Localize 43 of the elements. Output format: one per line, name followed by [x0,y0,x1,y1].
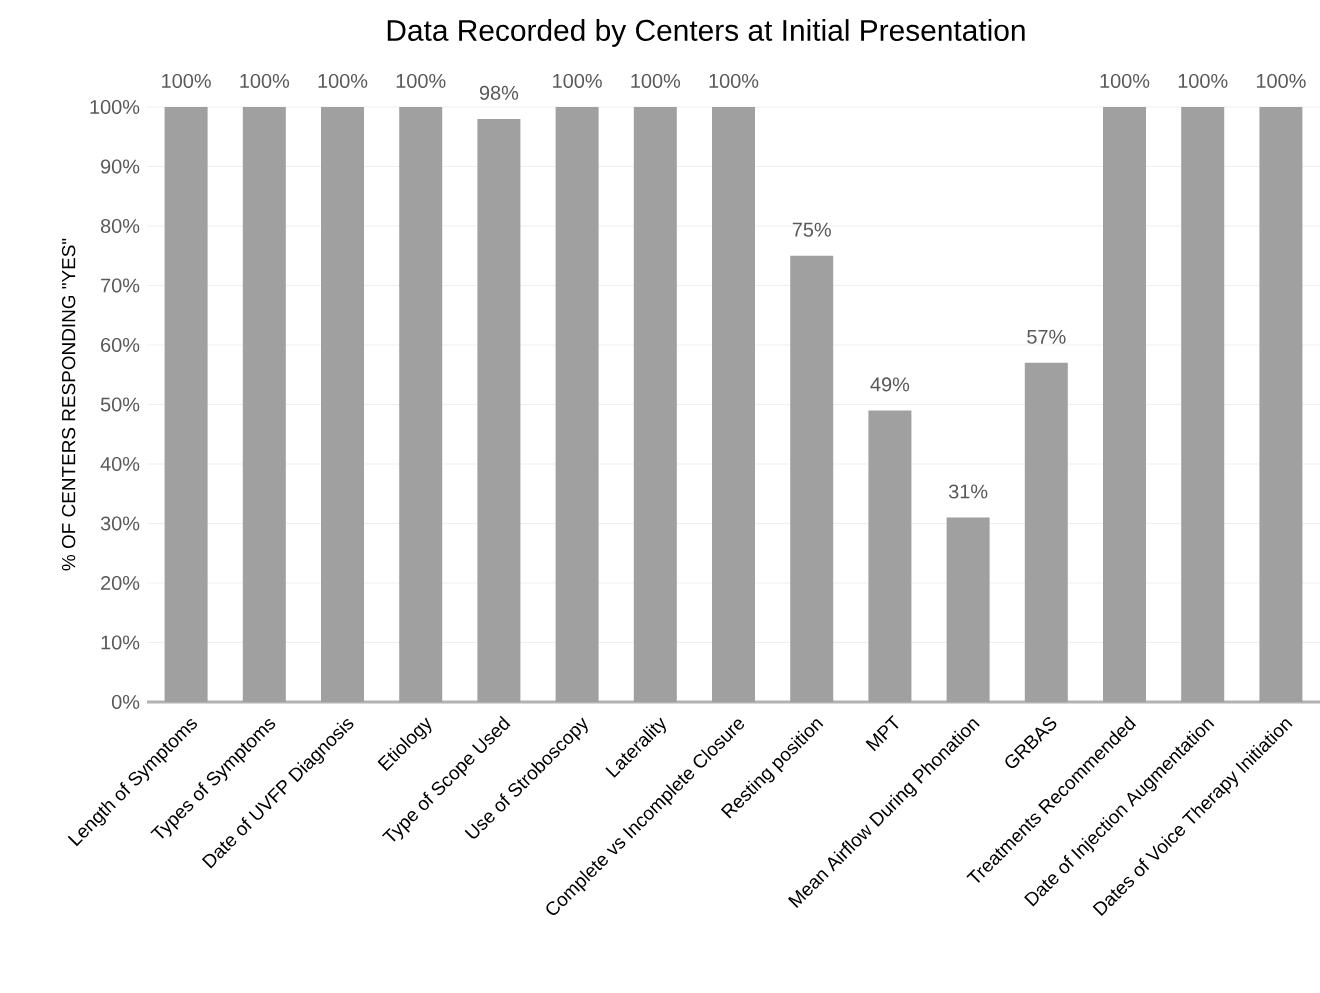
data-label: 100% [162,73,211,88]
data-label: 100% [396,73,446,88]
data-label: 100% [631,73,681,88]
bar [555,106,599,702]
chart-title: Data Recorded by Centers at Initial Presentation [387,19,1025,47]
bar [242,106,286,702]
data-label: 49% [870,377,910,392]
data-label: 100% [1256,73,1306,88]
y-tick-label: 60% [101,337,140,353]
y-axis-title: % OF CENTERS RESPONDING "YES" [61,238,76,571]
y-tick-label: 80% [100,218,140,234]
data-label: 75% [792,222,831,237]
data-label: 98% [479,85,519,100]
data-label: 100% [240,73,290,88]
y-tick-label: 20% [101,575,140,591]
bar [1181,106,1225,702]
bar [790,255,834,702]
y-tick-label: 0% [111,694,140,710]
data-label: 31% [948,484,988,499]
y-tick-label: 90% [101,159,140,174]
y-tick-label: 50% [100,397,140,412]
bar [1259,106,1303,702]
y-tick-label: 10% [101,635,140,650]
bar [399,106,443,702]
bar [633,106,677,702]
bar [477,118,521,702]
y-tick-label: 30% [100,516,140,531]
bar [1103,106,1147,702]
bar [868,410,912,702]
data-label: 100% [709,73,759,88]
data-label: 100% [553,73,602,88]
y-tick-label: 40% [100,456,140,472]
bar [321,106,365,702]
data-label: 57% [1027,329,1066,344]
y-tick-label: 70% [101,278,140,293]
data-label: 100% [1100,73,1150,88]
bar [712,106,756,702]
bar [164,106,208,702]
bar [1024,362,1068,702]
data-label: 100% [318,73,368,88]
y-tick-label: 100% [90,99,140,115]
bar [946,517,990,702]
data-label: 100% [1178,73,1228,88]
